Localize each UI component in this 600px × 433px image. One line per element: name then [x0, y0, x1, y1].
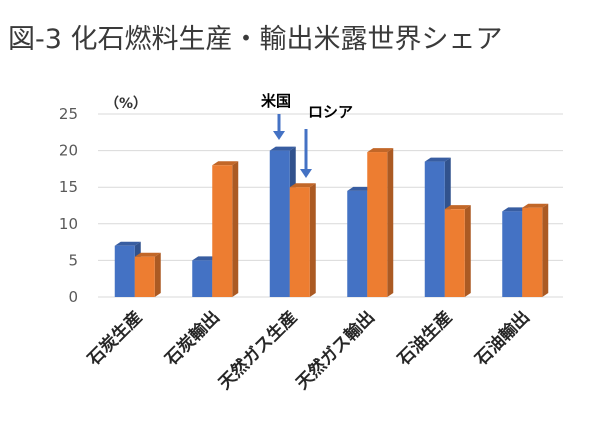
y-tick-label: 5	[68, 251, 78, 269]
x-category-label: 天然ガス輸出	[292, 307, 379, 394]
y-tick-label: 0	[68, 288, 78, 306]
bar	[134, 252, 161, 297]
y-tick-label: 20	[59, 142, 78, 160]
x-category-label: 石炭生産	[83, 307, 147, 371]
bar	[444, 205, 471, 297]
x-category-label: 石油生産	[393, 307, 457, 371]
chart-title: 図-3 化石燃料生産・輸出米露世界シェア	[8, 24, 503, 55]
gridlines	[98, 113, 563, 298]
annotation-label: ロシア	[308, 103, 353, 121]
y-tick-label: 25	[59, 105, 78, 123]
arrow-down-icon	[300, 129, 312, 178]
x-category-label: 天然ガス生産	[214, 307, 301, 394]
x-category-label: 石油輸出	[470, 307, 534, 371]
bar	[522, 203, 549, 297]
y-axis-unit-label: （%）	[105, 96, 147, 112]
bar	[367, 148, 394, 297]
arrow-down-icon	[273, 114, 285, 140]
annotation-label: 米国	[261, 92, 291, 110]
y-axis-ticks: 0 5 10 15 20 25	[59, 105, 78, 306]
y-tick-label: 10	[59, 215, 78, 233]
bar	[212, 161, 239, 297]
bars	[114, 146, 549, 297]
x-category-label: 石炭輸出	[160, 307, 224, 371]
bar	[289, 183, 316, 297]
y-tick-label: 15	[59, 178, 78, 196]
